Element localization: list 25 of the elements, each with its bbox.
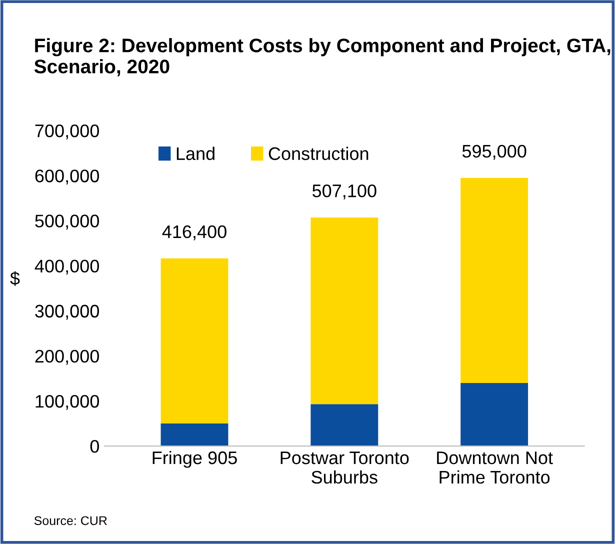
y-tick-label: 400,000	[34, 260, 99, 275]
bar	[160, 424, 228, 446]
chart-title: Figure 2: Development Costs by Component and Project, GTA, Scenario, 2020	[34, 38, 610, 76]
y-tick-label: 200,000	[35, 350, 99, 365]
y-tick-label: 600,000	[35, 170, 99, 184]
y-tick-label: 100,000	[36, 394, 99, 410]
legend-label: Construction	[268, 146, 368, 160]
source-note: Source: CUR	[34, 516, 107, 526]
bar	[160, 258, 228, 424]
total-label: 416,400	[162, 225, 226, 240]
y-tick-label: 0	[90, 440, 99, 453]
total-label: 595,000	[462, 144, 526, 160]
x-tick-label: Fringe 905	[152, 450, 237, 468]
y-tick-label: 500,000	[35, 214, 99, 230]
legend-label: Land	[176, 146, 214, 160]
x-tick-label: Postwar Toronto Suburbs	[280, 452, 409, 484]
y-axis-title: $	[10, 271, 20, 286]
bar	[460, 382, 528, 446]
bar	[310, 404, 378, 446]
y-tick-label: 700,000	[35, 124, 99, 140]
y-tick-label: 300,000	[35, 304, 99, 320]
x-tick-label: Downtown Not Prime Toronto	[437, 452, 553, 484]
total-label: 507,100	[312, 184, 376, 200]
bar	[310, 218, 378, 404]
bar	[460, 178, 528, 383]
